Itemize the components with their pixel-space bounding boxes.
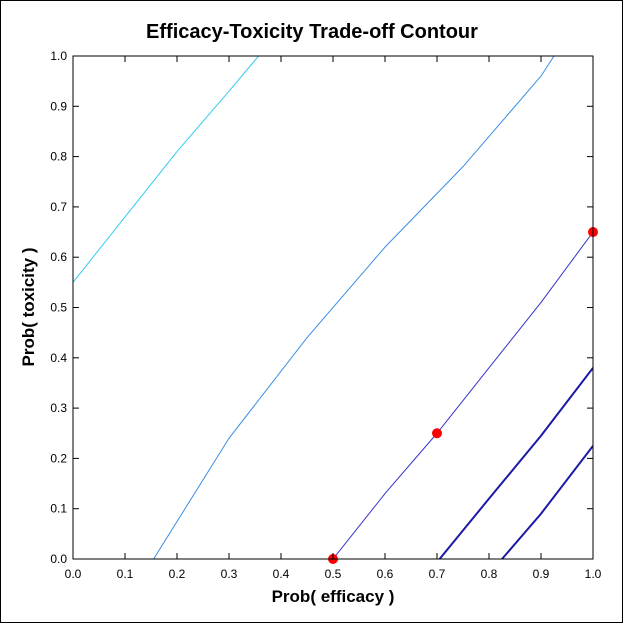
contour-line-3 (332, 231, 593, 559)
y-tick-label: 0.2 (50, 451, 67, 465)
x-tick-label: 0.8 (481, 567, 498, 581)
x-tick-label: 0.9 (533, 567, 550, 581)
plot-area: 0.0 0.1 0.2 0.3 0.4 0.5 0.6 0.7 0.8 0.9 1.0 0.0 0.1… (50, 49, 601, 581)
y-tick-label: 0.8 (50, 150, 67, 164)
y-tick-label: 0.0 (50, 552, 67, 566)
x-axis-label: Prob( efficacy ) (272, 587, 395, 606)
y-tick-label: 0.6 (50, 250, 67, 264)
contour-line-2 (153, 56, 555, 559)
chart-title: Efficacy-Toxicity Trade-off Contour (146, 21, 478, 43)
y-tick-label: 0.7 (50, 200, 67, 214)
y-tick-label: 0.4 (50, 351, 67, 365)
y-axis: 0.0 0.1 0.2 0.3 0.4 0.5 0.6 0.7 0.8 0.9 1.0 (50, 49, 593, 566)
y-tick-label: 0.9 (50, 99, 67, 113)
x-tick-label: 0.2 (169, 567, 186, 581)
y-tick-label: 0.5 (50, 301, 67, 315)
contour-line-4 (438, 367, 593, 559)
contour-line-5 (501, 445, 593, 559)
x-tick-label: 0.1 (117, 567, 134, 581)
x-tick-label: 1.0 (585, 567, 602, 581)
x-tick-label: 0.7 (429, 567, 446, 581)
y-tick-label: 1.0 (50, 49, 67, 63)
x-tick-label: 0.0 (65, 567, 82, 581)
points-layer (328, 227, 598, 564)
contour-line-1 (73, 56, 260, 283)
x-tick-label: 0.6 (377, 567, 394, 581)
y-tick-label: 0.3 (50, 401, 67, 415)
y-axis-label: Prob( toxicity ) (19, 247, 38, 366)
x-tick-label: 0.4 (273, 567, 290, 581)
x-axis: 0.0 0.1 0.2 0.3 0.4 0.5 0.6 0.7 0.8 0.9 1.0 (65, 56, 602, 581)
y-tick-label: 0.1 (50, 502, 67, 516)
data-point-2 (432, 428, 442, 439)
x-tick-label: 0.3 (221, 567, 238, 581)
x-tick-label: 0.5 (325, 567, 342, 581)
series-layer (73, 56, 593, 559)
